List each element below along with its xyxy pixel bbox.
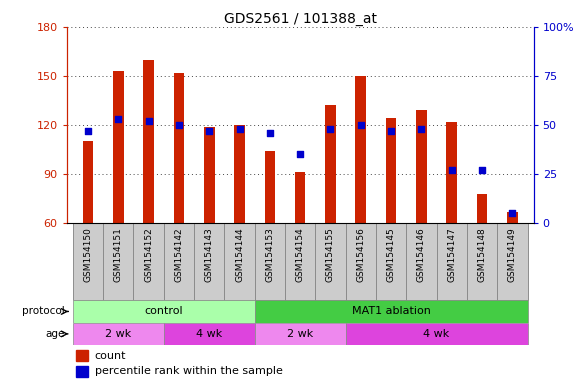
FancyBboxPatch shape bbox=[497, 223, 528, 300]
Bar bbox=[234, 125, 245, 223]
Text: protocol: protocol bbox=[23, 306, 65, 316]
FancyBboxPatch shape bbox=[255, 300, 528, 323]
FancyBboxPatch shape bbox=[133, 223, 164, 300]
FancyBboxPatch shape bbox=[406, 223, 437, 300]
FancyBboxPatch shape bbox=[255, 323, 346, 345]
FancyBboxPatch shape bbox=[194, 223, 224, 300]
FancyBboxPatch shape bbox=[346, 323, 528, 345]
Text: 2 wk: 2 wk bbox=[105, 329, 131, 339]
Point bbox=[265, 130, 274, 136]
Text: GSM154156: GSM154156 bbox=[356, 227, 365, 282]
Bar bbox=[447, 122, 457, 223]
Bar bbox=[204, 127, 215, 223]
Text: GSM154146: GSM154146 bbox=[417, 227, 426, 282]
Point bbox=[144, 118, 153, 124]
FancyBboxPatch shape bbox=[72, 223, 103, 300]
Bar bbox=[386, 119, 396, 223]
Bar bbox=[416, 110, 427, 223]
Bar bbox=[356, 76, 366, 223]
FancyBboxPatch shape bbox=[255, 223, 285, 300]
Title: GDS2561 / 101388_at: GDS2561 / 101388_at bbox=[224, 12, 376, 26]
Text: GSM154148: GSM154148 bbox=[477, 227, 487, 282]
Text: GSM154151: GSM154151 bbox=[114, 227, 123, 282]
Text: GSM154150: GSM154150 bbox=[84, 227, 92, 282]
Text: 2 wk: 2 wk bbox=[287, 329, 313, 339]
Bar bbox=[477, 194, 487, 223]
Bar bbox=[76, 350, 88, 361]
Text: count: count bbox=[95, 351, 126, 361]
Point bbox=[174, 122, 183, 128]
FancyBboxPatch shape bbox=[316, 223, 346, 300]
FancyBboxPatch shape bbox=[164, 223, 194, 300]
Bar bbox=[143, 60, 154, 223]
Point bbox=[326, 126, 335, 132]
Text: 4 wk: 4 wk bbox=[196, 329, 222, 339]
Bar bbox=[76, 366, 88, 377]
FancyBboxPatch shape bbox=[437, 223, 467, 300]
Bar bbox=[264, 151, 275, 223]
Point bbox=[296, 151, 305, 157]
FancyBboxPatch shape bbox=[376, 223, 406, 300]
Bar bbox=[295, 172, 306, 223]
Point bbox=[114, 116, 123, 122]
Text: GSM154147: GSM154147 bbox=[447, 227, 456, 282]
Text: GSM154144: GSM154144 bbox=[235, 227, 244, 281]
FancyBboxPatch shape bbox=[164, 323, 255, 345]
Point bbox=[386, 128, 396, 134]
Text: 4 wk: 4 wk bbox=[423, 329, 450, 339]
Point bbox=[235, 126, 244, 132]
FancyBboxPatch shape bbox=[285, 223, 316, 300]
Text: GSM154155: GSM154155 bbox=[326, 227, 335, 282]
Bar bbox=[507, 212, 518, 223]
Bar bbox=[113, 71, 124, 223]
Point bbox=[356, 122, 365, 128]
FancyBboxPatch shape bbox=[467, 223, 497, 300]
FancyBboxPatch shape bbox=[72, 300, 255, 323]
Point bbox=[84, 128, 93, 134]
Point bbox=[508, 210, 517, 217]
Text: MAT1 ablation: MAT1 ablation bbox=[351, 306, 430, 316]
Text: percentile rank within the sample: percentile rank within the sample bbox=[95, 366, 282, 376]
Point bbox=[205, 128, 214, 134]
FancyBboxPatch shape bbox=[72, 323, 164, 345]
Text: GSM154145: GSM154145 bbox=[387, 227, 396, 282]
Text: control: control bbox=[144, 306, 183, 316]
Point bbox=[417, 126, 426, 132]
Text: age: age bbox=[46, 329, 65, 339]
Point bbox=[447, 167, 456, 173]
Text: GSM154152: GSM154152 bbox=[144, 227, 153, 282]
FancyBboxPatch shape bbox=[346, 223, 376, 300]
FancyBboxPatch shape bbox=[224, 223, 255, 300]
Text: GSM154154: GSM154154 bbox=[296, 227, 304, 282]
Text: GSM154142: GSM154142 bbox=[175, 227, 183, 281]
Text: GSM154143: GSM154143 bbox=[205, 227, 213, 282]
Text: GSM154149: GSM154149 bbox=[508, 227, 517, 282]
FancyBboxPatch shape bbox=[103, 223, 133, 300]
Bar bbox=[325, 105, 336, 223]
Bar bbox=[82, 141, 93, 223]
Bar bbox=[173, 73, 184, 223]
Point bbox=[477, 167, 487, 173]
Text: GSM154153: GSM154153 bbox=[265, 227, 274, 282]
